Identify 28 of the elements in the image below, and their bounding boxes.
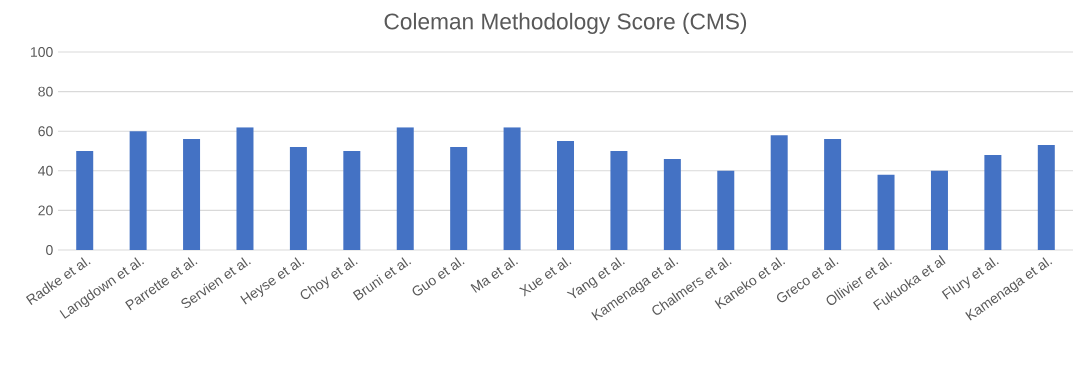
y-tick-label: 40 [38,165,53,176]
bar [770,135,788,250]
bar [450,147,468,250]
bar [877,174,895,250]
bar [76,151,94,250]
x-tick-label: Ma et al. [470,257,518,293]
bar [343,151,361,250]
bar [183,139,201,250]
bar [930,170,948,250]
bar [984,154,1002,250]
y-tick-label: 100 [31,47,53,57]
bar [503,127,521,250]
y-tick-label: 60 [38,126,53,137]
bar [289,147,307,250]
chart-title: Coleman Methodology Score (CMS) [384,12,747,34]
bar [824,139,842,250]
bar [610,151,628,250]
bar [557,141,575,250]
bar [1037,145,1055,250]
bar [236,127,254,250]
y-tick-label: 80 [38,86,53,97]
bar [663,158,681,250]
bar [396,127,414,250]
y-tick-label: 0 [46,245,53,255]
y-tick-label: 20 [38,205,53,216]
x-tick-label: Guo et al. [412,257,465,296]
bar [129,131,147,250]
bar [717,170,735,250]
